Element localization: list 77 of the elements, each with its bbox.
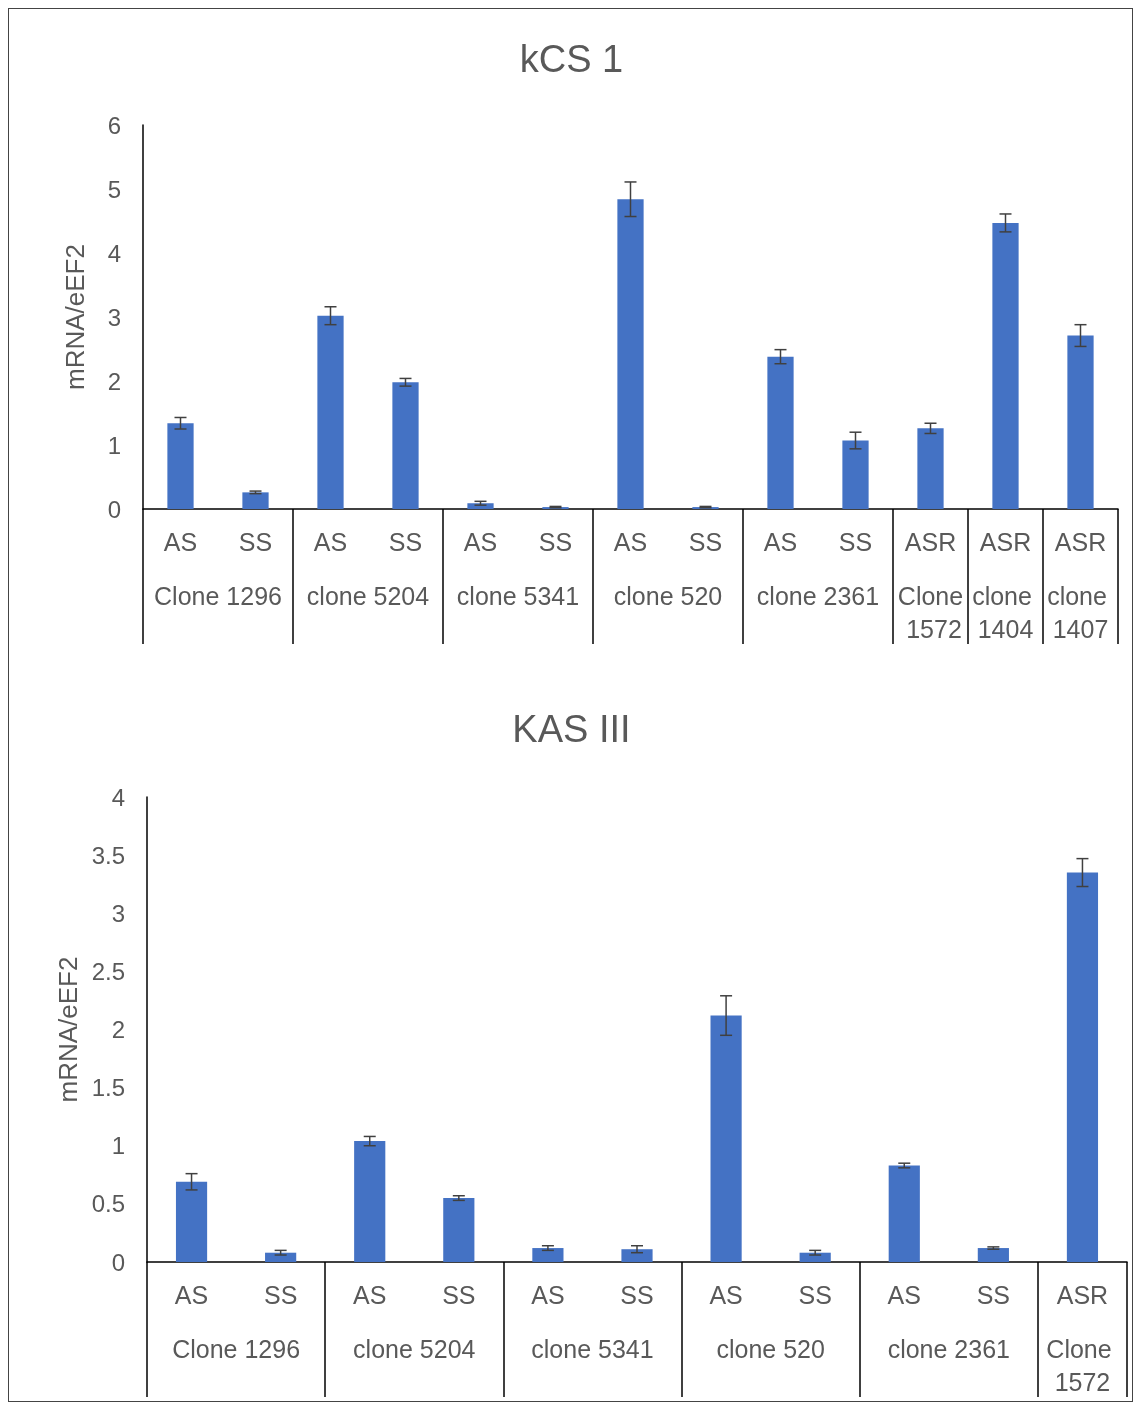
x-tick-label: SS bbox=[388, 527, 423, 556]
bar bbox=[617, 199, 644, 509]
x-tick-label: SS bbox=[976, 1280, 1011, 1309]
y-axis-title: mRNA/eEF2 bbox=[60, 244, 90, 390]
x-tick-label: SS bbox=[538, 527, 573, 556]
bar bbox=[977, 1248, 1009, 1262]
x-tick-label: AS bbox=[763, 527, 798, 556]
bar bbox=[888, 1165, 920, 1262]
x-tick-label: AS bbox=[353, 1280, 387, 1309]
x-tick-label: ASR bbox=[979, 527, 1032, 556]
y-tick-label: 3.5 bbox=[91, 841, 125, 869]
text: clone 1404 bbox=[972, 581, 1039, 643]
x-tick-label: AS bbox=[709, 1280, 743, 1309]
bar bbox=[354, 1141, 386, 1262]
x-tick-label: SS bbox=[798, 1280, 832, 1309]
y-tick-label: 1.5 bbox=[91, 1074, 125, 1102]
text: clone 5341 bbox=[531, 1334, 654, 1363]
text: clone 520 bbox=[613, 581, 723, 610]
bar bbox=[1066, 872, 1099, 1262]
x-tick-label: AS bbox=[163, 527, 198, 556]
text: clone 520 bbox=[716, 1334, 825, 1363]
text: Clone 1572 bbox=[897, 581, 964, 643]
bar bbox=[317, 315, 344, 509]
x-tick-label: ASR bbox=[1056, 1280, 1109, 1309]
bar bbox=[175, 1181, 208, 1262]
y-axis-title: mRNA/eEF2 bbox=[52, 956, 83, 1103]
bar bbox=[242, 492, 269, 509]
x-tick-label: ASR bbox=[1054, 527, 1107, 556]
bar bbox=[443, 1198, 475, 1262]
y-tick-label: 4 bbox=[107, 239, 121, 267]
bar bbox=[992, 222, 1019, 509]
bar bbox=[532, 1248, 564, 1262]
y-tick-label: 6 bbox=[107, 111, 121, 139]
y-tick-label: 3 bbox=[111, 899, 125, 927]
x-tick-label: SS bbox=[620, 1280, 654, 1309]
y-tick-label: 1 bbox=[107, 431, 121, 459]
y-tick-label: 2 bbox=[107, 367, 121, 395]
y-tick-label: 2.5 bbox=[91, 957, 125, 985]
y-tick-label: 0.5 bbox=[91, 1190, 125, 1218]
x-tick-label: AS bbox=[531, 1280, 565, 1309]
y-tick-label: 3 bbox=[107, 303, 121, 331]
x-tick-label: ASR bbox=[904, 527, 957, 556]
text: Clone 1572 bbox=[1046, 1334, 1119, 1396]
text: Clone 1296 bbox=[172, 1334, 301, 1363]
text: clone 5204 bbox=[306, 581, 430, 610]
bar bbox=[167, 423, 194, 509]
x-tick-label: AS bbox=[463, 527, 498, 556]
bar bbox=[710, 1015, 742, 1262]
bar bbox=[621, 1249, 653, 1262]
text: Clone 1296 bbox=[154, 581, 282, 610]
bar bbox=[392, 382, 419, 509]
x-tick-label: AS bbox=[613, 527, 648, 556]
y-tick-label: 0 bbox=[111, 1248, 125, 1276]
text: clone 2361 bbox=[887, 1334, 1010, 1363]
text: clone 5341 bbox=[456, 581, 580, 610]
x-tick-label: AS bbox=[174, 1280, 209, 1309]
x-tick-label: SS bbox=[238, 527, 273, 556]
text: clone 5204 bbox=[353, 1334, 476, 1363]
x-tick-label: AS bbox=[887, 1280, 921, 1309]
text: clone 2361 bbox=[756, 581, 880, 610]
bar bbox=[1067, 335, 1094, 509]
chart-title: kCS 1 bbox=[519, 38, 624, 80]
y-tick-label: 2 bbox=[111, 1016, 125, 1043]
chart-title: KAS III bbox=[512, 708, 631, 750]
x-tick-label: SS bbox=[838, 527, 873, 556]
bar bbox=[767, 356, 794, 509]
x-tick-label: AS bbox=[313, 527, 348, 556]
x-tick-label: SS bbox=[688, 527, 723, 556]
y-tick-label: 1 bbox=[111, 1132, 125, 1160]
y-tick-label: 0 bbox=[107, 495, 121, 523]
bar bbox=[842, 440, 869, 509]
x-tick-label: SS bbox=[442, 1280, 476, 1309]
x-tick-label: SS bbox=[263, 1280, 298, 1309]
bar bbox=[917, 428, 944, 509]
y-tick-label: 4 bbox=[111, 783, 125, 811]
y-tick-label: 5 bbox=[107, 175, 121, 203]
text: clone 1407 bbox=[1047, 581, 1114, 643]
